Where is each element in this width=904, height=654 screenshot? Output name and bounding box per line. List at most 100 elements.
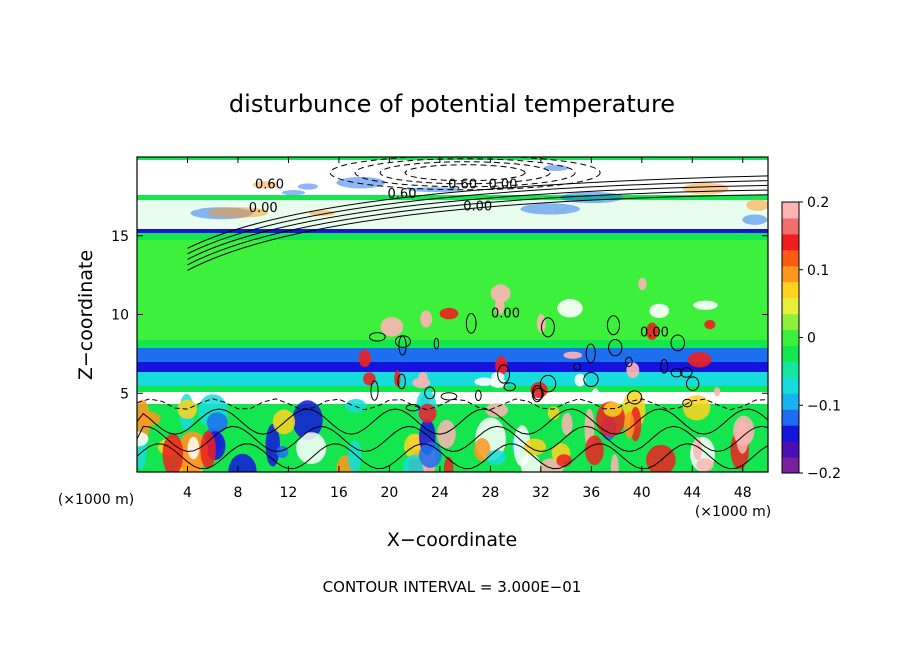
x-unit-right: (×1000 m) [695,504,771,520]
contour-line [503,382,516,392]
contour-line [405,404,421,412]
contour-line [187,180,768,255]
field-blob [187,436,200,460]
contour-line [397,373,406,390]
y-tick-label: 5 [120,386,129,402]
y-tick-label: 10 [111,308,129,324]
x-tick-label: 40 [633,485,651,501]
field-blob [137,431,149,447]
band-cyan [137,372,768,386]
contour-line [608,338,623,357]
field-blob [485,403,509,418]
field-blob [418,403,437,423]
contour-line-negative [137,398,768,411]
field-blob [649,303,670,319]
field-blob [638,277,647,291]
contour-line [187,184,768,260]
field-blob [490,284,511,303]
colorbar-cell [782,457,799,474]
colorbar-ticks: 0.2 0.1 0 −0.1 −0.2 [799,195,841,482]
contour-label: 0.00 [489,178,518,193]
contour-line [624,356,633,368]
field-blob [474,377,495,386]
x-tick-label: 28 [481,485,499,501]
field-blob [162,433,184,472]
colorbar-tick-label: −0.2 [807,466,841,482]
field-blob [336,176,386,189]
field-blob [733,415,755,446]
contour-line [394,335,411,348]
colorbar-cell [782,377,799,394]
contour-line [539,374,557,393]
colorbar-cell [782,425,799,442]
contour-line [572,362,582,371]
contour-line [532,387,544,401]
colorbar-tick-label: 0.2 [807,195,829,211]
field-blob [281,189,306,196]
field-blob [696,458,714,472]
field-blob [646,322,659,341]
band-blue-top [137,229,768,233]
y-tick-label: 15 [111,229,129,245]
contour-line-negative [404,164,526,182]
y-axis-label: Z−coordinate [75,250,97,380]
colorbar-cell [782,249,799,267]
field-blob [557,298,583,318]
contour-line [606,315,621,336]
contour-line [187,189,768,266]
contour-lines [137,157,768,470]
contour-line [531,385,543,403]
field-blob [439,307,459,320]
x-tick-label: 20 [380,485,398,501]
field-blob [394,370,401,387]
field-blob [252,181,279,189]
contour-line [626,390,643,405]
band-white-low [137,392,768,404]
contour-line [583,372,599,388]
contour-line-negative [329,157,601,191]
field-blob [363,372,376,386]
field-blob [592,388,599,397]
contour-label: 0.60 [255,178,284,193]
colorbar-tick-label: 0.1 [807,263,829,279]
contour-line [585,343,596,364]
field-blob [746,199,768,211]
contour-label: 0.60 [448,178,477,193]
field-blob [603,402,622,417]
x-axis-label: X−coordinate [387,529,517,551]
colorbar-cell [782,329,799,346]
field-blob [272,409,296,435]
x-tick-label: 4 [183,485,192,501]
field-blob [623,411,635,439]
colorbar: 0.2 0.1 0 −0.1 −0.2 [781,195,841,482]
contour-line [475,389,482,402]
field-blob [296,432,327,465]
contour-line [682,398,693,408]
field-blob [494,297,505,315]
field-blob [523,438,546,456]
contour-labels: 0.60 0.60 0.00 0.60 0.00 0.00 0.00 0.00 [249,178,669,341]
x-axis-ticks: 4 8 12 16 20 24 28 32 36 40 44 48 [183,157,752,501]
contour-label: 0.00 [463,200,492,215]
contour-line [137,408,768,435]
colorbar-cell [782,345,799,362]
colorbar-cell [782,281,799,299]
colorbar-cell [782,313,799,331]
field-blob [585,435,604,466]
field-blob [574,373,586,387]
band-blue [137,348,768,362]
contour-line [137,425,768,453]
field-blob [520,203,580,215]
field-blob [626,362,640,379]
field-blob [556,454,572,467]
x-tick-label: 12 [280,485,298,501]
contour-line [187,175,768,249]
field-blob [513,425,531,467]
contour-line [497,364,511,384]
field-blob [682,182,729,195]
colorbar-cell [782,233,799,251]
field-blob [228,453,257,472]
field-blob [536,314,546,333]
field-blob [490,378,507,388]
field-blob [420,310,433,328]
